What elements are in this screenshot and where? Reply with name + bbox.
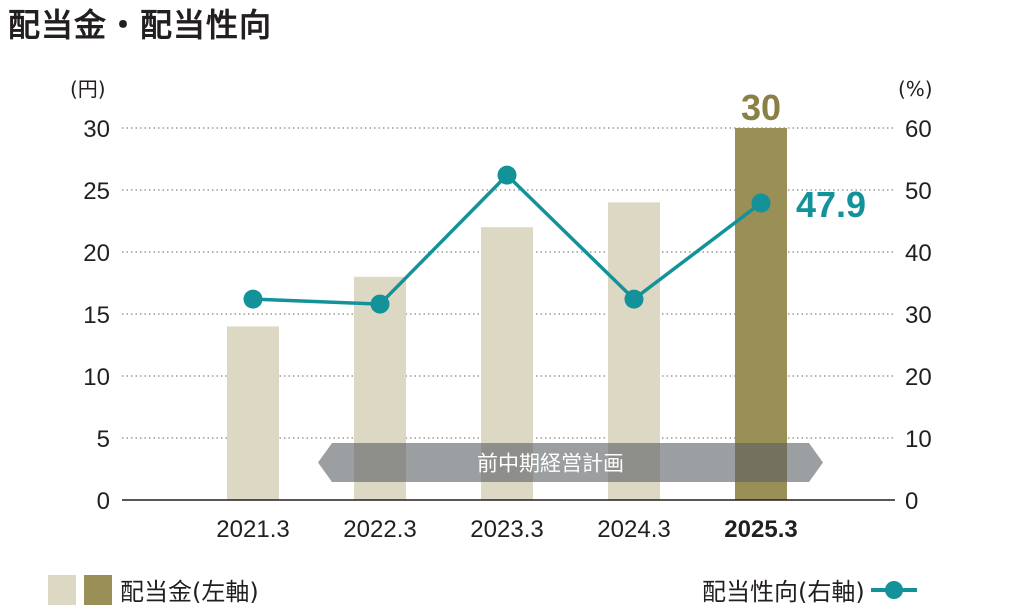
left-axis-unit: (円) bbox=[70, 77, 106, 101]
left-tick-label: 20 bbox=[83, 240, 110, 267]
right-tick-label: 10 bbox=[905, 426, 932, 453]
payout-point-2023.3 bbox=[497, 165, 517, 185]
legend-payout: 配当性向(右軸) bbox=[702, 572, 917, 607]
legend-swatch-dark bbox=[84, 574, 112, 605]
x-tick-label: 2022.3 bbox=[343, 516, 416, 543]
legend-label-payout: 配当性向(右軸) bbox=[702, 578, 865, 606]
plan-period-label: 前中期経営計画 bbox=[477, 452, 624, 476]
legend-line-marker-icon bbox=[870, 580, 917, 599]
x-tick-label: 2025.3 bbox=[724, 516, 797, 543]
right-tick-label: 50 bbox=[905, 178, 932, 205]
left-tick-label: 15 bbox=[83, 302, 110, 329]
right-tick-label: 60 bbox=[905, 116, 932, 143]
right-axis-unit: (%) bbox=[898, 77, 933, 101]
line-data-label: 47.9 bbox=[796, 184, 866, 225]
payout-point-2022.3 bbox=[370, 294, 390, 314]
payout-point-2024.3 bbox=[624, 289, 644, 309]
right-tick-label: 0 bbox=[905, 488, 918, 515]
bar-data-label: 30 bbox=[741, 87, 781, 128]
left-tick-label: 25 bbox=[83, 178, 110, 205]
bar-2021.3 bbox=[227, 326, 279, 500]
payout-point-2021.3 bbox=[243, 289, 263, 309]
chart-title: 配当金・配当性向 bbox=[8, 6, 273, 44]
x-tick-label: 2021.3 bbox=[216, 516, 289, 543]
left-tick-label: 10 bbox=[83, 364, 110, 391]
bar-2025.3 bbox=[735, 128, 787, 500]
legend-dividend: 配当金(左軸) bbox=[48, 572, 259, 607]
right-tick-label: 40 bbox=[905, 240, 932, 267]
right-tick-label: 20 bbox=[905, 364, 932, 391]
left-tick-label: 0 bbox=[97, 488, 110, 515]
legend-label-dividend: 配当金(左軸) bbox=[120, 578, 259, 606]
right-tick-label: 30 bbox=[905, 302, 932, 329]
x-tick-label: 2024.3 bbox=[597, 516, 670, 543]
left-tick-label: 30 bbox=[83, 116, 110, 143]
plan-period-arrow bbox=[318, 443, 823, 482]
payout-point-2025.3 bbox=[751, 193, 771, 213]
legend-swatch-light bbox=[48, 574, 76, 605]
left-tick-label: 5 bbox=[97, 426, 110, 453]
x-tick-label: 2023.3 bbox=[470, 516, 543, 543]
